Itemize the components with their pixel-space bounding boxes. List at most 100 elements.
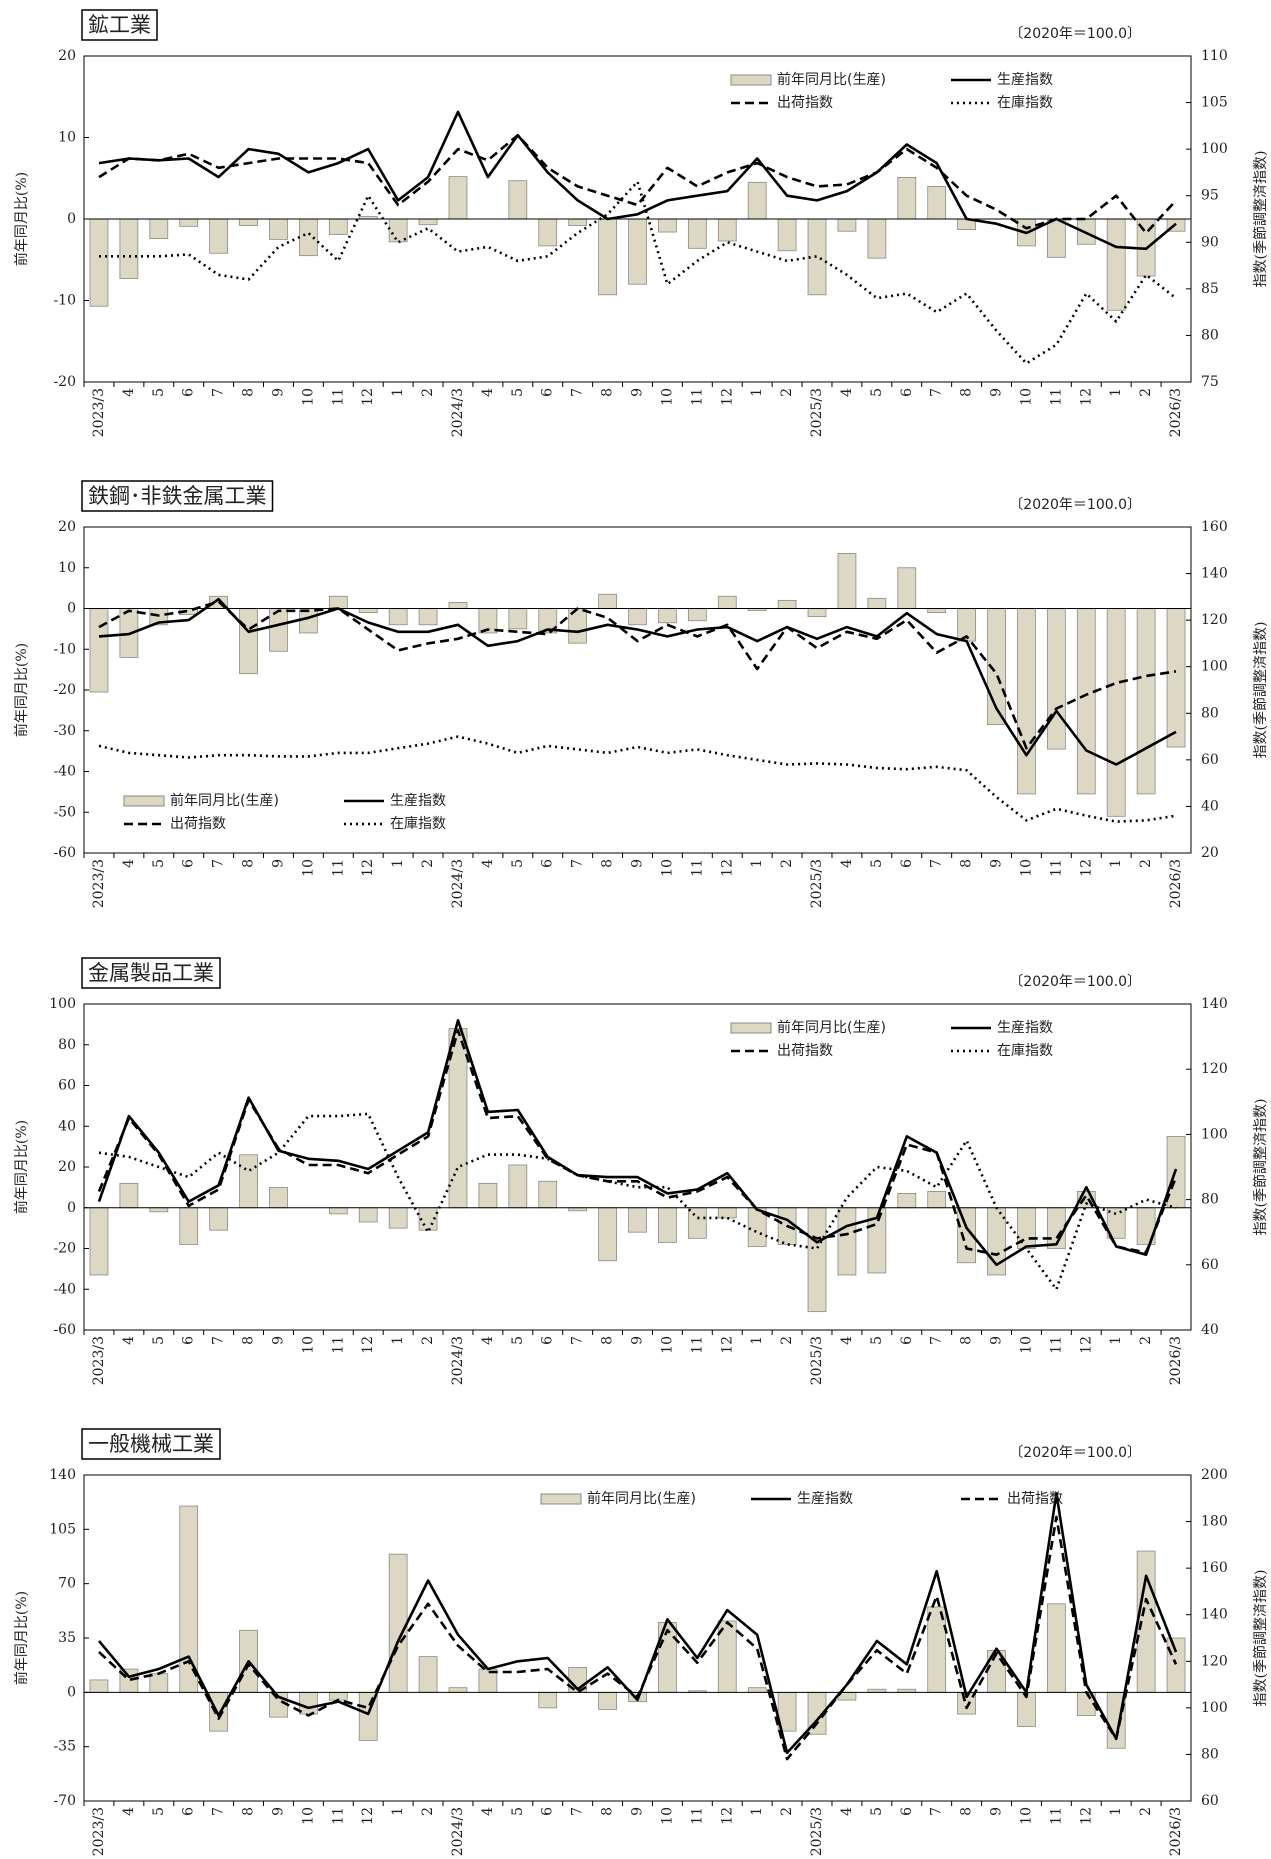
line-series [98,735,1177,823]
x-tick-label: 8 [959,859,975,868]
x-tick-label: 12 [719,1807,735,1825]
y2-tick-label: 40 [1201,1322,1219,1338]
y-tick-label: -70 [53,1793,76,1809]
x-tick-label: 12 [719,859,735,877]
x-tick-label: 10 [659,388,675,406]
y-tick-label: -20 [53,1241,76,1257]
x-tick-label: 1 [749,1336,765,1345]
unit-note: 〔2020年＝100.0〕 [1009,1445,1141,1461]
legend-label: 生産指数 [997,1020,1053,1036]
x-tick-label: 6 [181,1336,197,1345]
x-tick-label: 6 [181,859,197,868]
legend-label: 前年同月比(生産) [170,792,279,809]
x-tick-label: 6 [899,1336,915,1345]
x-tick-label: 9 [270,1807,286,1816]
x-tick-label: 1 [749,388,765,397]
bar [149,1207,169,1213]
y2-tick-label: 60 [1201,1793,1219,1809]
bar [628,608,647,626]
x-tick-label: 5 [869,1336,885,1345]
y2-tick-label: 60 [1201,752,1219,768]
bar [658,218,677,233]
line-series [97,1029,1178,1256]
bar [418,1656,438,1693]
legend-swatch [540,1493,582,1505]
legend-label: 前年同月比(生産) [777,71,886,88]
bar [89,1207,109,1276]
bar [269,218,288,240]
y-tick-label: 140 [49,1467,76,1483]
x-tick-label: 4 [839,859,855,868]
y2-tick-label: 75 [1201,374,1219,390]
y-tick-label: -40 [53,764,76,780]
y2-tick-label: 120 [1201,1061,1228,1077]
y-tick-label: -50 [53,804,76,820]
bar [747,1687,767,1693]
x-tick-label: 2 [779,388,795,397]
x-tick-label: 4 [480,859,496,868]
x-tick-label: 2026/3 [1168,1336,1184,1385]
x-tick-label: 4 [480,1336,496,1345]
y-tick-label: -20 [53,374,76,390]
x-tick-label: 9 [989,859,1005,868]
bar [927,185,947,220]
bar [867,218,887,259]
x-tick-label: 8 [600,859,616,868]
x-tick-label: 6 [899,859,915,868]
x-tick-label: 5 [869,388,885,397]
y-axis-label: 前年同月比(%) [13,1120,30,1214]
y2-tick-label: 100 [1201,1700,1228,1716]
bar [1136,1550,1156,1693]
x-tick-label: 7 [570,1336,586,1345]
x-tick-label: 2 [779,1336,795,1345]
x-tick-label: 4 [839,388,855,397]
x-tick-label: 12 [1078,1336,1094,1354]
bar [1046,218,1066,258]
bar [358,608,378,613]
bar [358,1207,378,1223]
x-tick-label: 7 [211,388,227,397]
x-tick-label: 12 [719,388,735,406]
title-box [81,9,158,41]
x-tick-label: 1 [390,859,406,868]
y2-tick-label: 100 [1201,1126,1228,1142]
bar [1046,1603,1066,1693]
x-tick-label: 10 [300,859,316,877]
x-tick-label: 9 [630,388,646,397]
x-tick-label: 11 [1048,1807,1064,1825]
bar [598,218,617,296]
x-tick-label: 5 [869,859,885,868]
bar [687,218,707,249]
bar [328,218,348,235]
x-tick-label: 10 [1018,1336,1034,1354]
y-tick-label: -20 [53,682,76,698]
x-tick-label: 2 [420,388,436,397]
x-tick-label: 7 [929,1336,945,1345]
x-tick-label: 12 [1078,388,1094,406]
x-tick-label: 5 [510,1807,526,1816]
x-tick-label: 12 [719,1336,735,1354]
x-tick-label: 7 [929,1807,945,1816]
x-tick-label: 11 [689,1336,705,1354]
x-tick-label: 7 [211,1336,227,1345]
x-tick-label: 7 [211,859,227,868]
y2-tick-label: 105 [1201,95,1228,111]
x-tick-label: 11 [330,1336,346,1354]
x-tick-label: 2 [420,1336,436,1345]
x-tick-label: 2025/3 [809,1807,825,1856]
x-tick-label: 2024/3 [450,859,466,908]
x-tick-label: 8 [600,1807,616,1816]
x-tick-label: 2 [420,1807,436,1816]
x-tick-label: 11 [330,388,346,406]
y-tick-label: 35 [58,1630,76,1646]
x-tick-label: 10 [1018,388,1034,406]
y2-tick-label: 80 [1201,705,1219,721]
x-tick-label: 9 [630,1336,646,1345]
x-tick-label: 2025/3 [809,1336,825,1385]
x-tick-label: 4 [480,1807,496,1816]
line-series [98,600,1177,750]
legend-swatch [730,74,772,86]
y-tick-label: 20 [58,48,76,64]
x-tick-label: 9 [630,859,646,868]
y2-tick-label: 100 [1201,141,1228,157]
